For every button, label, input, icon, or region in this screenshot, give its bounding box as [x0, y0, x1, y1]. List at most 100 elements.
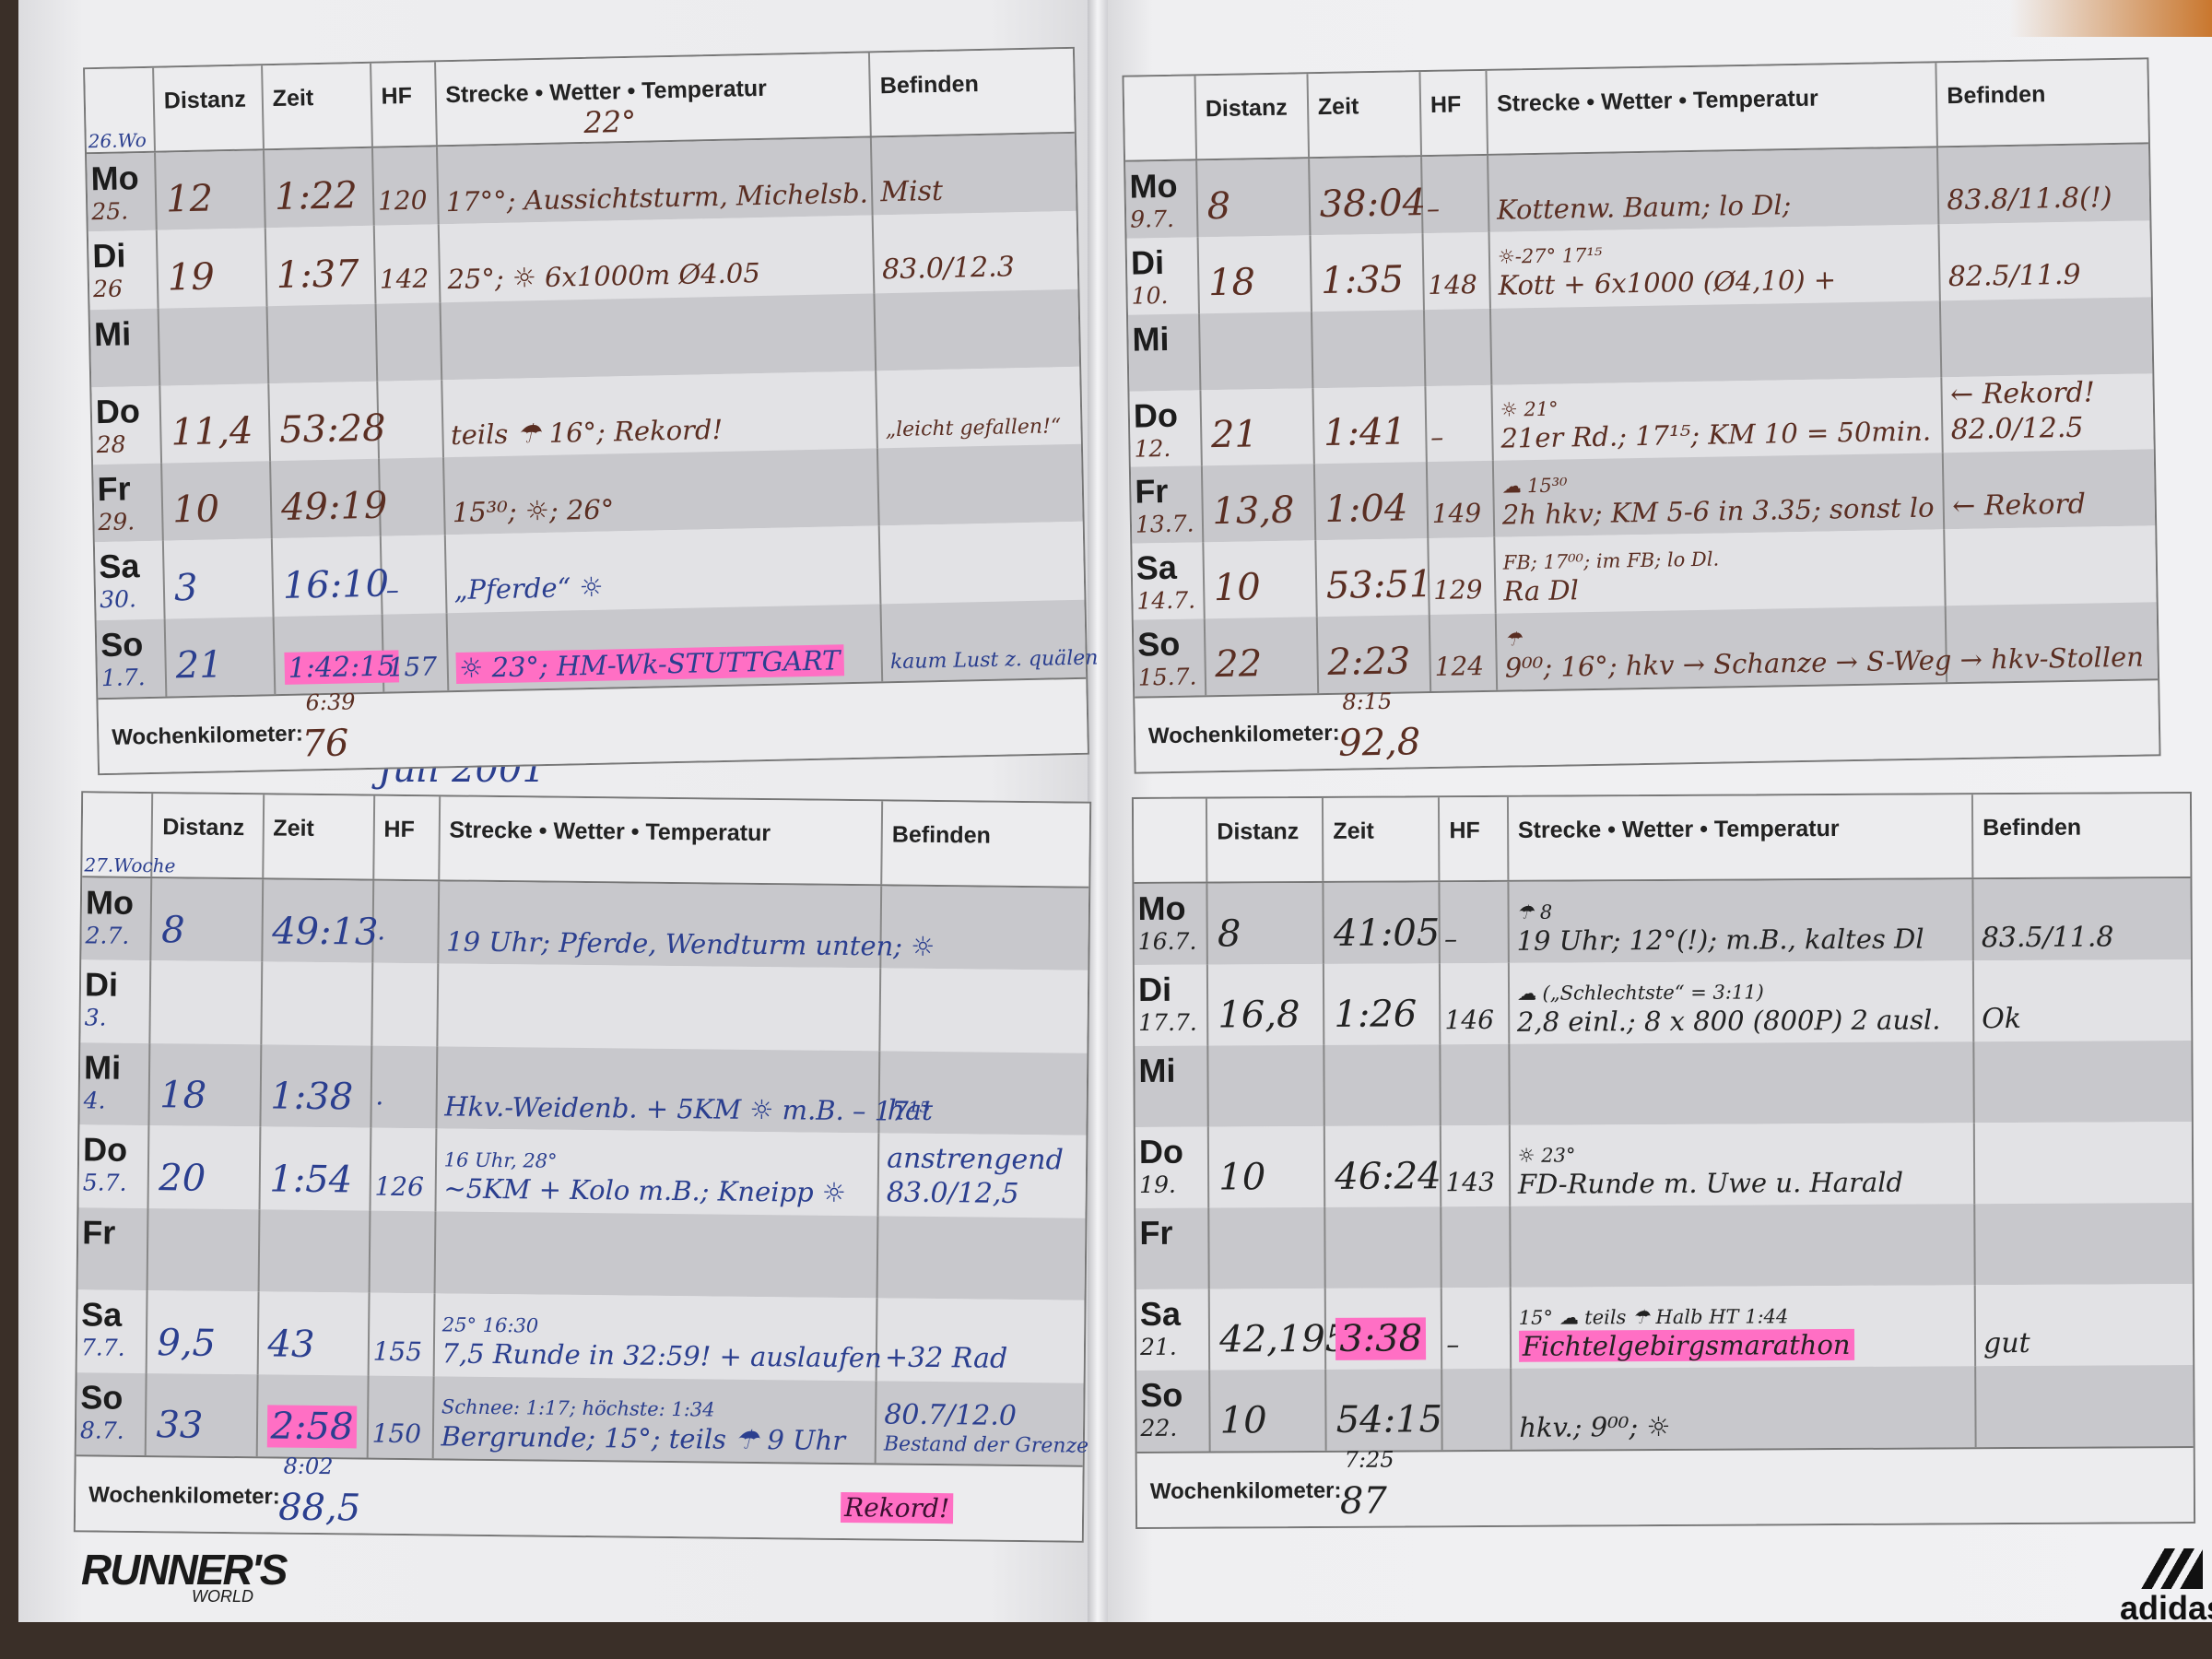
heart-rate-cell: · [372, 880, 440, 964]
day-cell: Fr 29. [93, 463, 164, 543]
header-zeit: Zeit [1317, 93, 1359, 121]
distance: 19 [167, 254, 216, 300]
route-text: 16 Uhr, 28° [443, 1148, 558, 1172]
heart-rate: – [1443, 924, 1458, 955]
header-strecke: Strecke • Wetter • Temperatur [449, 817, 771, 847]
date: 1.7. [100, 663, 146, 691]
heart-rate-cell [1424, 308, 1493, 386]
week-table-29: Distanz Zeit HF Strecke • Wetter • Temperat… [1131, 791, 2196, 1530]
condition-note: Bestand der Grenze [883, 1432, 1089, 1459]
route-note: Kott + 6x1000 (Ø4,10) + [1498, 261, 1976, 302]
condition-note: anstrengend [887, 1142, 1064, 1177]
day-label: Di [1137, 970, 1172, 1008]
table-row: So 22. 10 54:15 hkv.; 9⁰⁰; ☼ [1136, 1364, 2194, 1452]
weekly-time: 8:15 [1342, 688, 1393, 715]
heart-rate-cell [1442, 1368, 1512, 1451]
distance-cell: 21 [165, 616, 276, 697]
header-cell: Befinden [870, 49, 1075, 136]
distance-cell: 19 [157, 228, 268, 309]
distance-cell: 10 [1209, 1125, 1326, 1208]
time: 1:38 [270, 1075, 354, 1119]
table-row: Mi 4. 18 1:38 · Hkv.-Weidenb. + 5KM ☼ m.B. – … [79, 1042, 1088, 1135]
time: 1:54 [269, 1158, 353, 1202]
distance: 16,8 [1218, 994, 1300, 1037]
table-body: Mo 2.7. 8 49:13 · 19 Uhr; Pferde, Wendturm un… [76, 877, 1088, 1465]
distance-cell: 8 [1207, 882, 1325, 965]
time-cell: 1:22 [264, 147, 375, 229]
table-row: Fr [77, 1206, 1086, 1300]
distance: 9,5 [157, 1321, 217, 1365]
distance: 3 [173, 566, 198, 610]
header-hf: HF [1449, 818, 1480, 844]
date: 13.7. [1135, 510, 1194, 539]
day-label: Fr [1139, 1213, 1173, 1252]
header-befinden: Befinden [891, 821, 991, 849]
adidas-logo: adidas [2120, 1548, 2212, 1628]
distance: 10 [171, 488, 220, 532]
condition-cell [881, 886, 1088, 971]
day-cell: Mi [89, 308, 161, 388]
route-weather-cell: FB; 17⁰⁰; im FB; lo Dl. Ra Dl [1495, 529, 1947, 614]
header-cell: Befinden [1973, 794, 2190, 877]
route-note: ☂ 8 [1516, 898, 2008, 924]
heart-rate-cell: 124 [1430, 613, 1499, 692]
weekly-km: 87 [1339, 1479, 1387, 1523]
table-body: Mo 25. 12 1:22 120 17°°; Aussichtsturm, Miche… [87, 133, 1099, 699]
heart-rate-cell: · [371, 1045, 438, 1129]
condition-note: +32 Rad [884, 1341, 1008, 1375]
day-label: Mo [85, 883, 135, 922]
header-cell: Befinden [1937, 59, 2148, 146]
day-label: Mi [83, 1048, 122, 1087]
runners-world-logo: RUNNER'S WORLD [81, 1545, 288, 1606]
time: 1:26 [1334, 993, 1418, 1036]
heart-rate: 142 [379, 263, 429, 295]
route-note: 2h hkv; KM 5-6 in 3.35; sonst lo [1502, 490, 1981, 532]
header-cell: HF [371, 62, 438, 147]
date: 12. [1134, 434, 1171, 463]
weekly-km-label: Wochenkilometer: [1149, 1477, 1342, 1504]
condition-cell: ← Rekord! 82.0/12.5 [1943, 373, 2154, 453]
day-label: Do [95, 391, 141, 430]
distance-cell [1208, 1044, 1326, 1127]
route-text: 2h hkv; KM 5-6 in 3.35; sonst lo [1501, 491, 1935, 531]
day-label: Do [1138, 1132, 1184, 1171]
heart-rate-cell: 148 [1423, 231, 1491, 310]
header-hf: HF [383, 816, 415, 843]
table-row: Mo 2.7. 8 49:13 · 19 Uhr; Pferde, Wendturm un… [81, 877, 1089, 971]
route-text: ☼ 23° [1517, 1144, 1576, 1167]
date: 5.7. [82, 1169, 127, 1197]
distance-cell: 18 [1198, 235, 1312, 314]
route-weather-cell [1510, 1041, 1975, 1125]
date: 28 [96, 430, 126, 458]
condition-cell [880, 522, 1085, 604]
weekly-km-label: Wochenkilometer: [88, 1482, 280, 1510]
header-cell: Strecke • Wetter • Temperatur [1487, 63, 1939, 154]
distance-cell: 42,195 [1209, 1288, 1348, 1371]
weekly-total: Wochenkilometer: 7:25 87 [1136, 1445, 2194, 1527]
time-cell: 54:15 [1326, 1369, 1443, 1451]
date: 15.7. [1137, 663, 1197, 691]
header-strecke: Strecke • Wetter • Temperatur [1517, 815, 1840, 843]
logo-text: RUNNER'S [81, 1546, 288, 1594]
route-text: Kottenw. Baum; lo Dl; [1496, 188, 1792, 226]
time: 16:10 [282, 562, 390, 607]
heart-rate-cell: – [1440, 881, 1510, 964]
distance-cell [159, 305, 270, 386]
date: 19. [1139, 1171, 1176, 1198]
time-cell: 1:41 [1313, 385, 1428, 465]
day-cell: Mo 16.7. [1134, 883, 1209, 966]
time-cell: 53:51 [1316, 538, 1433, 618]
header-cell: Zeit [1308, 72, 1422, 158]
condition-note: 80.7/12.0 [884, 1398, 1018, 1432]
time-cell: 2:23 [1317, 615, 1432, 694]
route-note: Bergrunde; 15°; teils ☂ 9 Uhr [441, 1419, 912, 1458]
heart-rate-cell [379, 457, 446, 537]
header-day: 27.Woche [82, 793, 175, 877]
route-text: ☂ [1504, 627, 1523, 651]
distance-cell: 10 [162, 461, 273, 542]
route-weather-cell [1511, 1204, 1976, 1288]
distance-cell: 21 [1201, 387, 1315, 466]
header-zeit: Zeit [273, 815, 314, 841]
distance: 8 [1206, 184, 1231, 229]
weekly-km: 88,5 [277, 1486, 361, 1530]
